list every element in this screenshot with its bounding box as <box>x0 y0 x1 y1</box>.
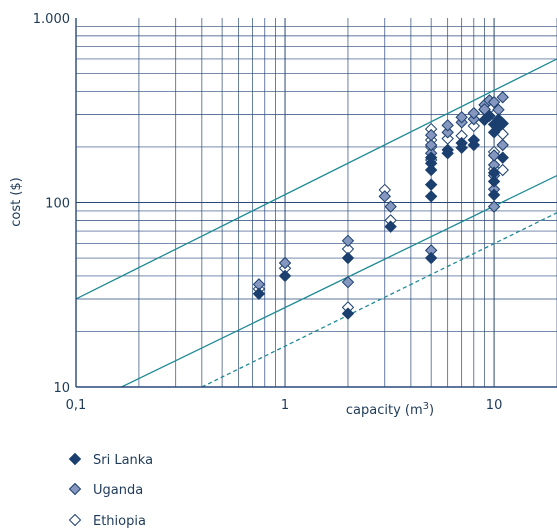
y-tick-label: 1.000 <box>33 12 70 27</box>
data-point <box>441 143 454 157</box>
data-point <box>467 119 481 133</box>
data-point <box>487 188 501 202</box>
x-tick-label: 1 <box>281 398 289 413</box>
data-point <box>252 287 266 301</box>
data-point <box>341 307 355 320</box>
data-point <box>487 200 501 213</box>
reference-lines <box>76 58 557 387</box>
series-sri-lanka <box>252 109 509 320</box>
x-tick-label: 0,1 <box>66 398 87 413</box>
data-point <box>487 95 501 109</box>
data-point <box>467 106 481 120</box>
data-point <box>424 178 438 191</box>
data-point <box>424 251 438 265</box>
tick-labels: 10 100 1.000 0,1 1 10 <box>33 12 503 413</box>
data-point <box>424 128 438 142</box>
legend-marker <box>68 513 82 527</box>
data-point <box>384 220 397 233</box>
data-point <box>378 190 391 203</box>
y-tick-label: 100 <box>45 197 70 212</box>
data-point <box>455 136 468 150</box>
data-point <box>341 251 355 265</box>
data-point <box>278 256 292 270</box>
x-tick-label: 10 <box>486 398 503 413</box>
legend-label: Uganda <box>93 483 143 498</box>
data-point <box>483 109 496 123</box>
reference-line <box>121 174 557 387</box>
reference-line <box>76 58 557 300</box>
data-point <box>384 200 397 213</box>
legend-label: Sri Lanka <box>93 453 153 468</box>
data-point <box>424 163 438 177</box>
reference-line <box>201 212 557 387</box>
data-point <box>424 190 438 203</box>
data-point <box>487 166 501 179</box>
data-point <box>341 275 355 289</box>
data-point <box>487 175 501 188</box>
data-point <box>441 119 454 132</box>
legend-item: Uganda <box>68 482 143 498</box>
legend-marker <box>68 452 82 466</box>
data-point <box>496 151 509 164</box>
data-point <box>424 151 438 164</box>
legend-item: Sri Lanka <box>68 452 153 468</box>
data-point <box>424 138 438 152</box>
data-point <box>467 133 481 147</box>
data-point <box>487 149 501 162</box>
grid <box>75 18 557 388</box>
data-point <box>496 138 509 152</box>
data-point <box>496 91 509 104</box>
x-axis-label: capacity (m3) <box>346 401 434 418</box>
y-tick-label: 10 <box>53 381 70 396</box>
axes <box>75 18 557 388</box>
legend: Sri Lanka Uganda Ethiopia <box>68 452 153 529</box>
data-points <box>252 91 509 320</box>
legend-marker <box>68 482 82 496</box>
data-point <box>341 234 355 248</box>
data-point <box>496 117 509 130</box>
data-point <box>278 269 292 283</box>
legend-label: Ethiopia <box>93 514 146 529</box>
y-axis-label: cost ($) <box>9 177 24 227</box>
data-point <box>441 126 454 139</box>
data-point <box>455 110 468 124</box>
legend-item: Ethiopia <box>68 513 146 529</box>
